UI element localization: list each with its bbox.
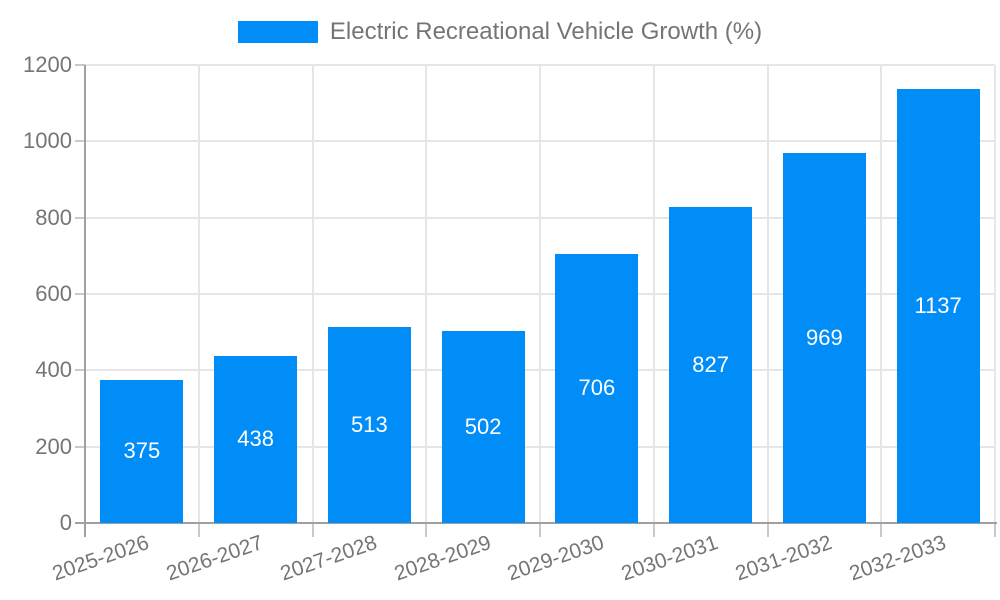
y-tick	[75, 369, 85, 372]
x-gridline	[766, 65, 769, 523]
x-tick-label: 2028-2029	[391, 531, 494, 586]
bar-value-label: 969	[806, 325, 843, 351]
bar[interactable]: 827	[669, 207, 753, 523]
bar-value-label: 827	[692, 352, 729, 378]
x-tick-label: 2031-2032	[732, 531, 835, 586]
bar-value-label: 706	[578, 375, 616, 401]
x-gridline	[425, 65, 428, 523]
x-gridline	[652, 65, 655, 523]
bar[interactable]: 375	[100, 379, 184, 523]
x-tick-label: 2027-2028	[277, 531, 380, 586]
bar[interactable]: 513	[327, 327, 411, 523]
x-gridline	[880, 65, 883, 523]
x-gridline	[994, 65, 996, 523]
y-tick-label: 0	[59, 510, 72, 535]
x-tick-label: 2030-2031	[618, 531, 722, 586]
bar-value-label: 502	[464, 414, 502, 440]
x-tick	[425, 523, 428, 537]
y-tick-label: 800	[35, 204, 72, 230]
bar[interactable]: 1137	[896, 89, 980, 523]
bar[interactable]: 706	[555, 253, 639, 523]
bar-value-label: 1137	[914, 293, 962, 318]
legend-swatch	[237, 21, 318, 43]
y-tick	[75, 293, 85, 295]
x-tick	[994, 523, 996, 537]
x-gridline	[539, 65, 541, 523]
x-tick	[197, 523, 200, 537]
x-gridline	[311, 65, 314, 523]
y-tick	[75, 216, 85, 219]
legend[interactable]: Electric Recreational Vehicle Growth (%)	[0, 16, 1000, 48]
x-tick	[311, 523, 314, 537]
bar[interactable]: 969	[782, 153, 866, 523]
y-axis-line	[84, 65, 86, 537]
bar[interactable]: 438	[214, 355, 298, 523]
y-tick	[75, 445, 85, 448]
y-tick-label: 200	[35, 433, 72, 459]
y-tick-label: 1000	[23, 128, 72, 154]
x-tick	[880, 523, 883, 537]
x-tick-label: 2025-2026	[49, 531, 153, 586]
y-tick	[75, 64, 85, 66]
x-gridline	[197, 65, 200, 523]
y-tick-label: 400	[35, 357, 72, 383]
x-tick	[766, 523, 769, 537]
y-tick	[75, 140, 85, 143]
x-axis-line	[75, 522, 997, 524]
x-tick-label: 2029-2030	[504, 531, 608, 586]
x-tick-label: 2026-2027	[163, 531, 267, 586]
legend-label: Electric Recreational Vehicle Growth (%)	[329, 18, 763, 45]
bar-value-label: 375	[123, 438, 161, 464]
x-tick-label: 2032-2033	[846, 531, 949, 586]
y-tick-label: 1200	[23, 52, 72, 77]
bar-value-label: 438	[237, 426, 274, 452]
x-tick	[539, 523, 541, 537]
bar[interactable]: 502	[441, 331, 525, 523]
x-tick	[652, 523, 655, 537]
y-tick-label: 600	[35, 281, 72, 306]
bar-value-label: 513	[351, 412, 388, 438]
